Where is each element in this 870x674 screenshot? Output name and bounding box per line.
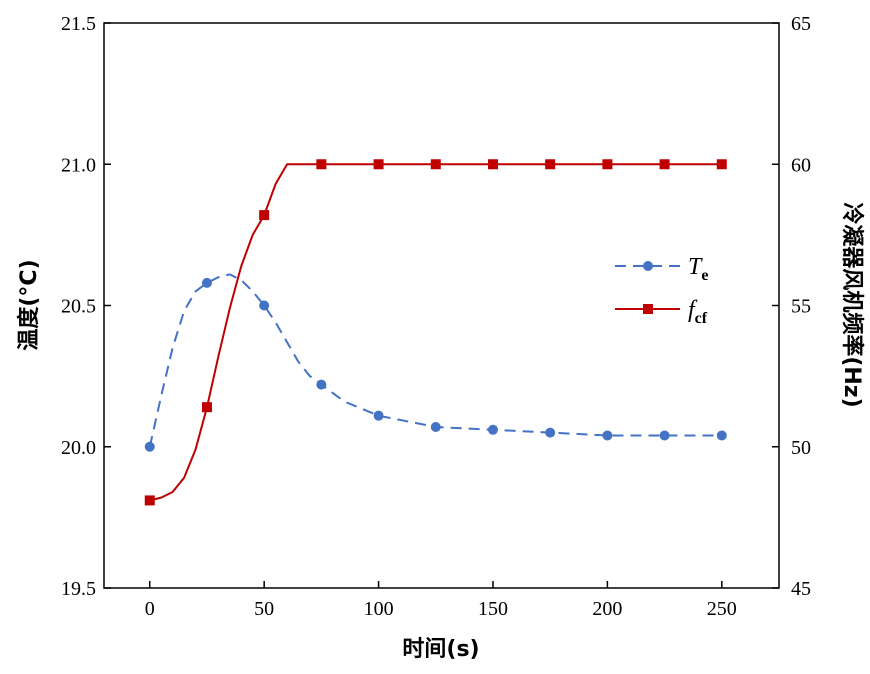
te-point-4 <box>373 410 384 421</box>
fcf-point-3 <box>316 159 327 170</box>
te-series-line <box>148 273 722 448</box>
legend-te-name: T <box>688 254 703 280</box>
legend-fcf-name: f <box>688 297 698 323</box>
series-layer <box>144 159 727 506</box>
te-point-5 <box>430 421 441 432</box>
te-point-7 <box>545 427 556 438</box>
ticks-layer: 0 50 100 150 200 250 19.5 20.0 20.5 21.0 21.5 45 50 5… <box>61 13 811 620</box>
fcf-point-1 <box>201 402 212 413</box>
legend-te-label: Te <box>688 254 708 284</box>
x-tick-label-2: 100 <box>364 598 394 620</box>
fcf-point-10 <box>716 159 727 170</box>
legend-fcf-label: fcf <box>688 297 708 327</box>
te-point-1 <box>201 277 212 288</box>
fcf-point-0 <box>144 495 155 506</box>
te-point-0 <box>144 441 155 452</box>
te-point-9 <box>659 430 670 441</box>
fcf-point-5 <box>430 159 441 170</box>
x-tick-label-3: 150 <box>478 598 508 620</box>
fcf-point-9 <box>659 159 670 170</box>
te-point-8 <box>602 430 613 441</box>
y-axis-right-label: 冷凝器风机频率(Hz) <box>839 202 865 407</box>
fcf-series-line <box>149 163 722 502</box>
te-point-2 <box>259 300 270 311</box>
y-right-tick-label-1: 50 <box>791 437 811 459</box>
y-right-tick-label-0: 45 <box>791 578 811 600</box>
x-axis-label: 时间(s) <box>402 637 479 662</box>
legend-te-marker <box>643 261 653 271</box>
x-tick-label-4: 200 <box>592 598 622 620</box>
legend-fcf-marker <box>643 304 653 314</box>
legend-fcf-sub: cf <box>695 310 708 327</box>
y-axis-left-label: 温度(°C) <box>16 259 42 350</box>
y-right-tick-label-2: 55 <box>791 296 811 318</box>
fcf-point-2 <box>259 210 270 221</box>
y-left-tick-label-3: 21.0 <box>61 154 96 176</box>
fcf-point-7 <box>545 159 556 170</box>
legend: Te fcf <box>615 254 708 327</box>
x-tick-label-0: 0 <box>145 598 155 620</box>
legend-te-sub: e <box>701 267 708 284</box>
y-right-tick-label-3: 60 <box>791 154 811 176</box>
x-tick-label-1: 50 <box>254 598 274 620</box>
y-left-tick-label-4: 21.5 <box>61 13 96 35</box>
y-left-tick-label-1: 20.0 <box>61 437 96 459</box>
x-tick-label-5: 250 <box>707 598 737 620</box>
te-point-6 <box>487 424 498 435</box>
fcf-point-6 <box>487 159 498 170</box>
fcf-point-8 <box>602 159 613 170</box>
y-left-tick-label-2: 20.5 <box>61 296 96 318</box>
fcf-point-4 <box>373 159 384 170</box>
y-left-tick-label-0: 19.5 <box>61 578 96 600</box>
plot-frame <box>103 22 780 589</box>
te-point-3 <box>316 379 327 390</box>
te-point-10 <box>716 430 727 441</box>
y-right-tick-label-4: 65 <box>791 13 811 35</box>
